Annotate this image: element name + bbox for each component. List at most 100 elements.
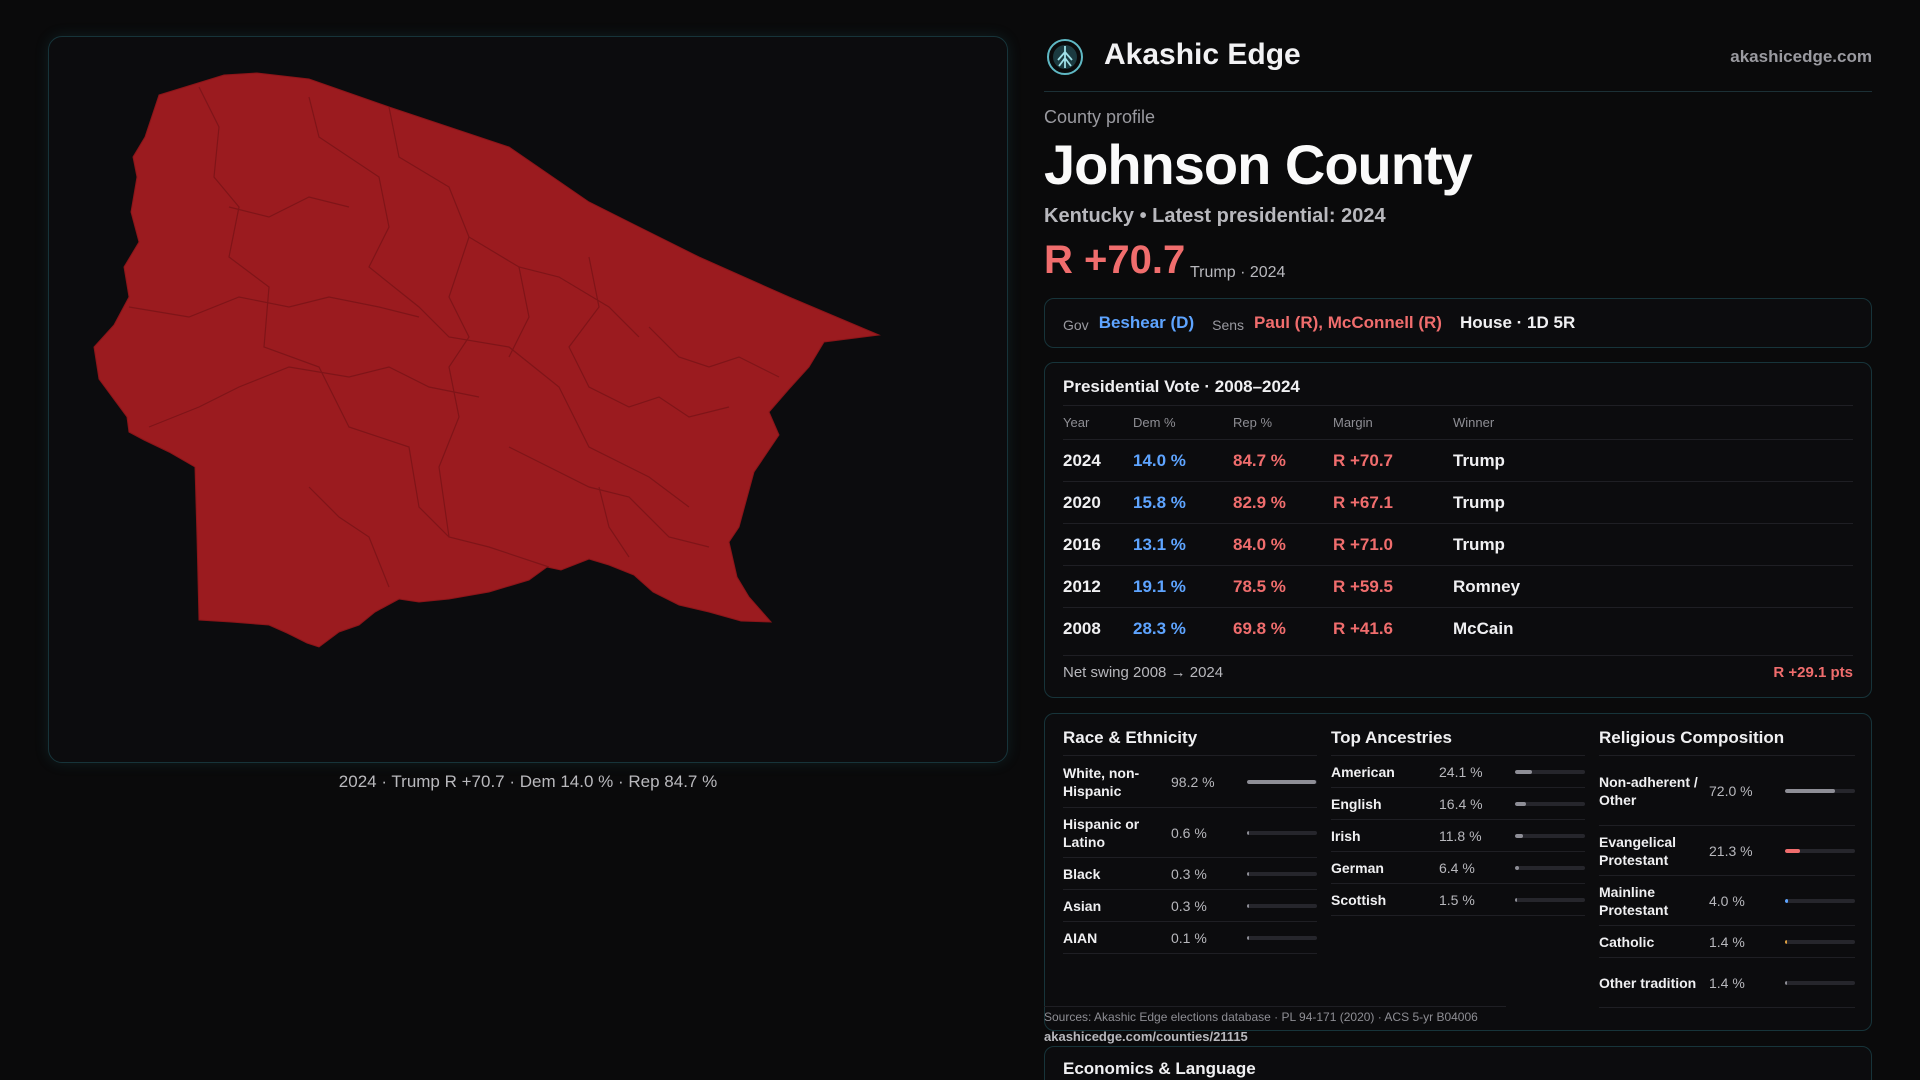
item-value: 1.5 % — [1439, 891, 1475, 908]
item-value: 0.3 % — [1171, 897, 1207, 914]
col-year: Year — [1063, 415, 1090, 430]
table-row[interactable]: 2020 15.8 % 82.9 % R +67.1 Trump — [1063, 481, 1853, 523]
item-label: German — [1331, 859, 1384, 876]
item-label: Evangelical Protestant — [1599, 833, 1677, 868]
brand-url-link[interactable]: akashicedge.com — [1730, 47, 1872, 66]
table-header: Year Dem % Rep % Margin Winner — [1063, 405, 1853, 439]
item-value: 11.8 % — [1439, 827, 1482, 844]
brand-header: Akashic Edge akashicedge.com — [1044, 34, 1872, 92]
economics-language-title: Economics & Language — [1063, 1059, 1256, 1078]
county-shape[interactable] — [93, 72, 881, 648]
item-label: White, non-Hispanic — [1063, 764, 1140, 799]
precinct-boundary — [308, 486, 390, 588]
list-item: Mainline Protestant 4.0 % — [1599, 876, 1855, 926]
item-value: 0.3 % — [1171, 865, 1207, 882]
brand-name[interactable]: Akashic Edge — [1104, 38, 1301, 71]
item-bar-fill — [1785, 939, 1787, 944]
presidential-vote-title: Presidential Vote · 2008–2024 — [1063, 377, 1300, 396]
list-item: Other tradition 1.4 % — [1599, 958, 1855, 1008]
item-value: 6.4 % — [1439, 859, 1475, 876]
item-bar — [1515, 897, 1585, 902]
page-title: Johnson County — [1044, 133, 1473, 196]
row-dem: 13.1 % — [1133, 534, 1186, 554]
item-bar-fill — [1785, 788, 1836, 793]
item-bar-fill — [1247, 871, 1249, 876]
list-item: AIAN 0.1 % — [1063, 922, 1317, 954]
table-row[interactable]: 2012 19.1 % 78.5 % R +59.5 Romney — [1063, 565, 1853, 607]
table-row[interactable]: 2024 14.0 % 84.7 % R +70.7 Trump — [1063, 439, 1853, 481]
precinct-boundary — [438, 236, 470, 538]
item-bar-fill — [1515, 833, 1524, 838]
item-bar-fill — [1515, 865, 1520, 870]
table-row[interactable]: 2008 28.3 % 69.8 % R +41.6 McCain — [1063, 607, 1853, 649]
item-value: 98.2 % — [1171, 773, 1215, 790]
item-value: 21.3 % — [1709, 842, 1753, 859]
row-winner: Romney — [1453, 576, 1521, 596]
house-delegation[interactable]: House · 1D 5R — [1459, 313, 1576, 332]
precinct-boundary — [568, 256, 730, 418]
item-label: AIAN — [1063, 929, 1098, 946]
tree-of-life-icon[interactable] — [1046, 38, 1084, 76]
ancestry-section: Top Ancestries American 24.1 % English 16.4… — [1331, 728, 1585, 916]
county-map-panel[interactable] — [48, 36, 1008, 763]
row-margin: R +41.6 — [1333, 618, 1394, 638]
economics-language-card: Economics & Language — [1044, 1046, 1872, 1080]
list-item: American 24.1 % — [1331, 756, 1585, 788]
item-label: American — [1331, 763, 1395, 780]
religion-list: Non-adherent / Other 72.0 % Evangelical Pr… — [1599, 756, 1855, 1008]
item-label: English — [1331, 795, 1382, 812]
precinct-boundary — [648, 326, 780, 378]
precinct-boundary — [128, 296, 420, 318]
precinct-boundary — [228, 196, 350, 218]
county-map[interactable] — [49, 37, 1008, 763]
headline-margin: R +70.7 — [1044, 238, 1186, 282]
county-profile: Akashic Edge akashicedge.com County prof… — [1044, 0, 1872, 1080]
row-year: 2020 — [1063, 492, 1101, 512]
presidential-vote-card: Presidential Vote · 2008–2024 Year Dem %… — [1044, 362, 1872, 698]
row-dem: 19.1 % — [1133, 576, 1186, 596]
row-year: 2016 — [1063, 534, 1101, 554]
precinct-boundary — [388, 106, 640, 338]
list-item: White, non-Hispanic 98.2 % — [1063, 756, 1317, 808]
item-bar — [1785, 939, 1855, 944]
religion-title: Religious Composition — [1599, 728, 1855, 756]
item-value: 0.6 % — [1171, 824, 1207, 841]
item-bar-fill — [1785, 898, 1788, 903]
table-row[interactable]: 2016 13.1 % 84.0 % R +71.0 Trump — [1063, 523, 1853, 565]
item-bar-fill — [1515, 801, 1527, 806]
item-bar — [1515, 833, 1585, 838]
governor-name[interactable]: Beshear (D) — [1098, 313, 1195, 332]
row-winner: Trump — [1453, 450, 1505, 470]
item-bar-fill — [1515, 897, 1517, 902]
senators-names[interactable]: Paul (R), McConnell (R) — [1254, 313, 1442, 332]
item-bar-fill — [1247, 830, 1249, 835]
item-bar-fill — [1515, 769, 1532, 774]
item-value: 24.1 % — [1439, 763, 1483, 780]
row-year: 2008 — [1063, 618, 1101, 638]
item-bar — [1247, 903, 1317, 908]
list-item: English 16.4 % — [1331, 788, 1585, 820]
precinct-boundary — [508, 266, 530, 358]
list-item: German 6.4 % — [1331, 852, 1585, 884]
item-value: 1.4 % — [1709, 933, 1745, 950]
item-label: Asian — [1063, 897, 1102, 914]
item-bar — [1785, 848, 1855, 853]
item-bar — [1515, 769, 1585, 774]
sources-text: Sources: Akashic Edge elections database… — [1044, 1010, 1478, 1024]
precinct-boundary — [198, 86, 550, 568]
race-ethnicity-title: Race & Ethnicity — [1063, 728, 1317, 756]
item-value: 4.0 % — [1709, 892, 1745, 909]
sources-url-link[interactable]: akashicedge.com/counties/21115 — [1044, 1029, 1248, 1044]
item-label: Other tradition — [1599, 974, 1697, 991]
item-bar — [1785, 788, 1855, 793]
row-winner: Trump — [1453, 492, 1505, 512]
presidential-vote-table: Year Dem % Rep % Margin Winner 2024 14.0… — [1063, 405, 1853, 649]
item-label: Non-adherent / Other — [1599, 773, 1698, 808]
row-year: 2012 — [1063, 576, 1101, 596]
list-item: Irish 11.8 % — [1331, 820, 1585, 852]
map-caption: 2024 · Trump R +70.7 · Dem 14.0 % · Rep … — [338, 772, 718, 791]
ancestry-list: American 24.1 % English 16.4 % Irish 11.8 % Ge… — [1331, 756, 1585, 916]
item-label: Hispanic or Latino — [1063, 815, 1140, 850]
item-bar-fill — [1247, 935, 1249, 940]
item-value: 16.4 % — [1439, 795, 1483, 812]
